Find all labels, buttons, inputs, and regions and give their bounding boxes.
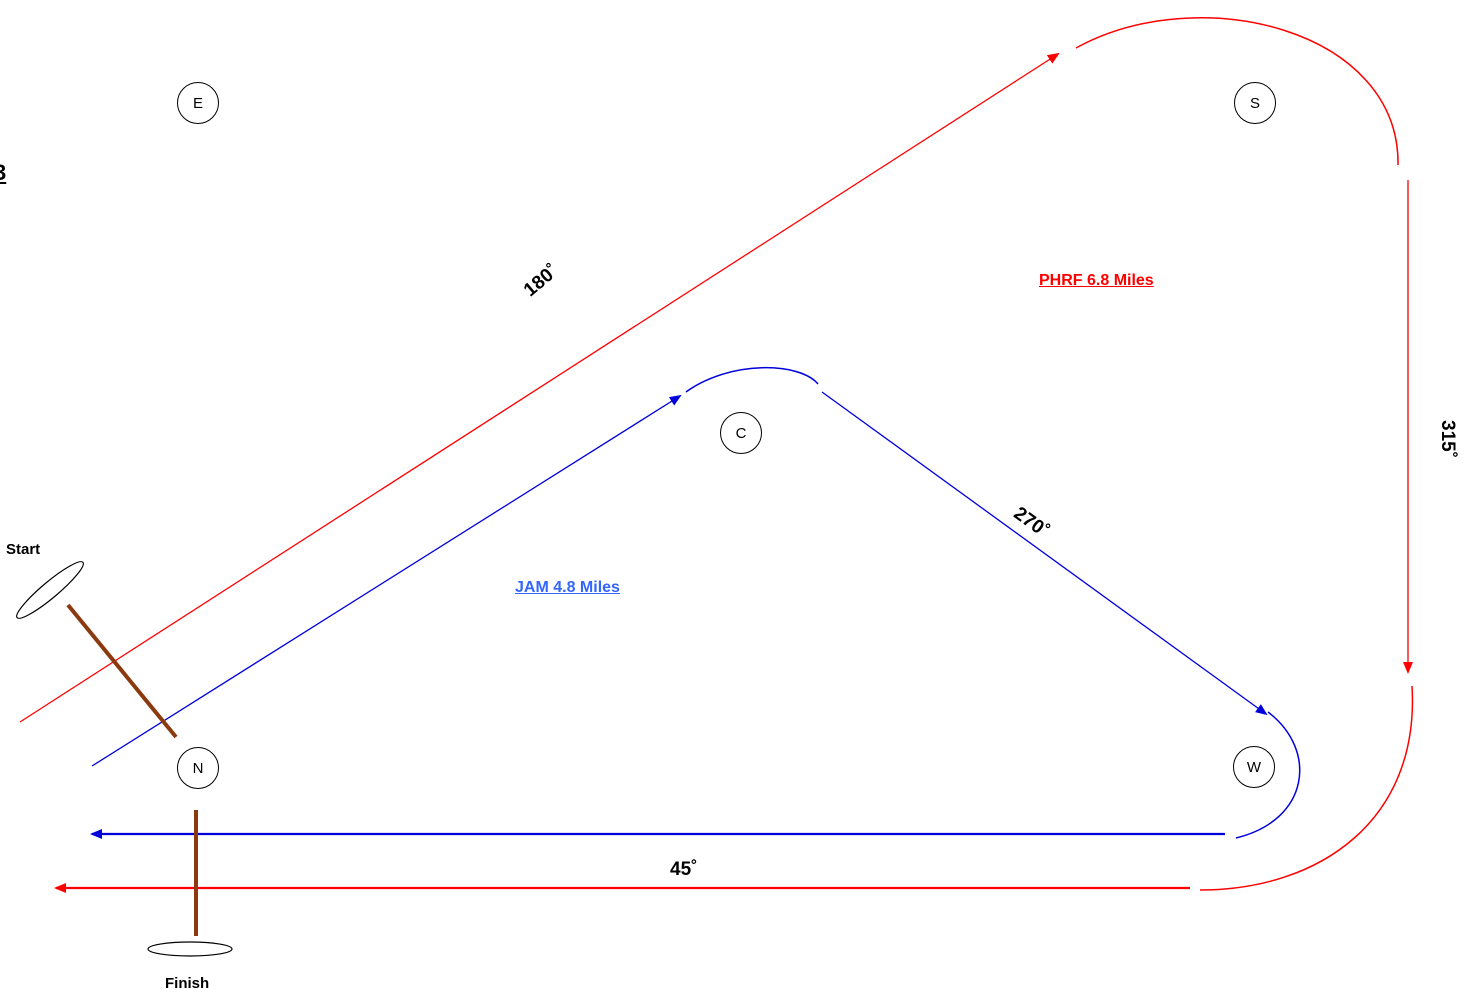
mark-n: N [177, 747, 219, 789]
bearing-45-label: 45˚ [670, 859, 698, 880]
jam-course-label: JAM 4.8 Miles [515, 579, 620, 596]
bearing-315-label: 315˚ [1437, 420, 1458, 459]
mark-e: E [177, 82, 219, 124]
mark-c: C [720, 412, 762, 454]
start-line [66, 603, 178, 739]
jam-course-path [90, 366, 1301, 839]
start-label: Start [6, 541, 41, 558]
phrf-course-path [19, 17, 1414, 893]
finish-line-group [147, 810, 233, 957]
phrf-course-label: PHRF 6.8 Miles [1039, 272, 1154, 289]
phrf-leg-180 [19, 52, 1060, 723]
jam-leg-270 [821, 391, 1268, 716]
jam-rounding-c [685, 366, 819, 393]
finish-label: Finish [165, 975, 210, 992]
mark-s: S [1234, 82, 1276, 124]
partial-course-number: 3 [0, 160, 7, 185]
phrf-rounding-s [1075, 17, 1399, 166]
start-pin-buoy [16, 561, 84, 619]
jam-leg-1 [91, 394, 682, 767]
phrf-rounding-w [1199, 685, 1414, 891]
jam-rounding-w [1235, 711, 1301, 839]
finish-pin-buoy [147, 941, 233, 957]
mark-w: W [1233, 746, 1275, 788]
start-line-group [16, 561, 178, 739]
